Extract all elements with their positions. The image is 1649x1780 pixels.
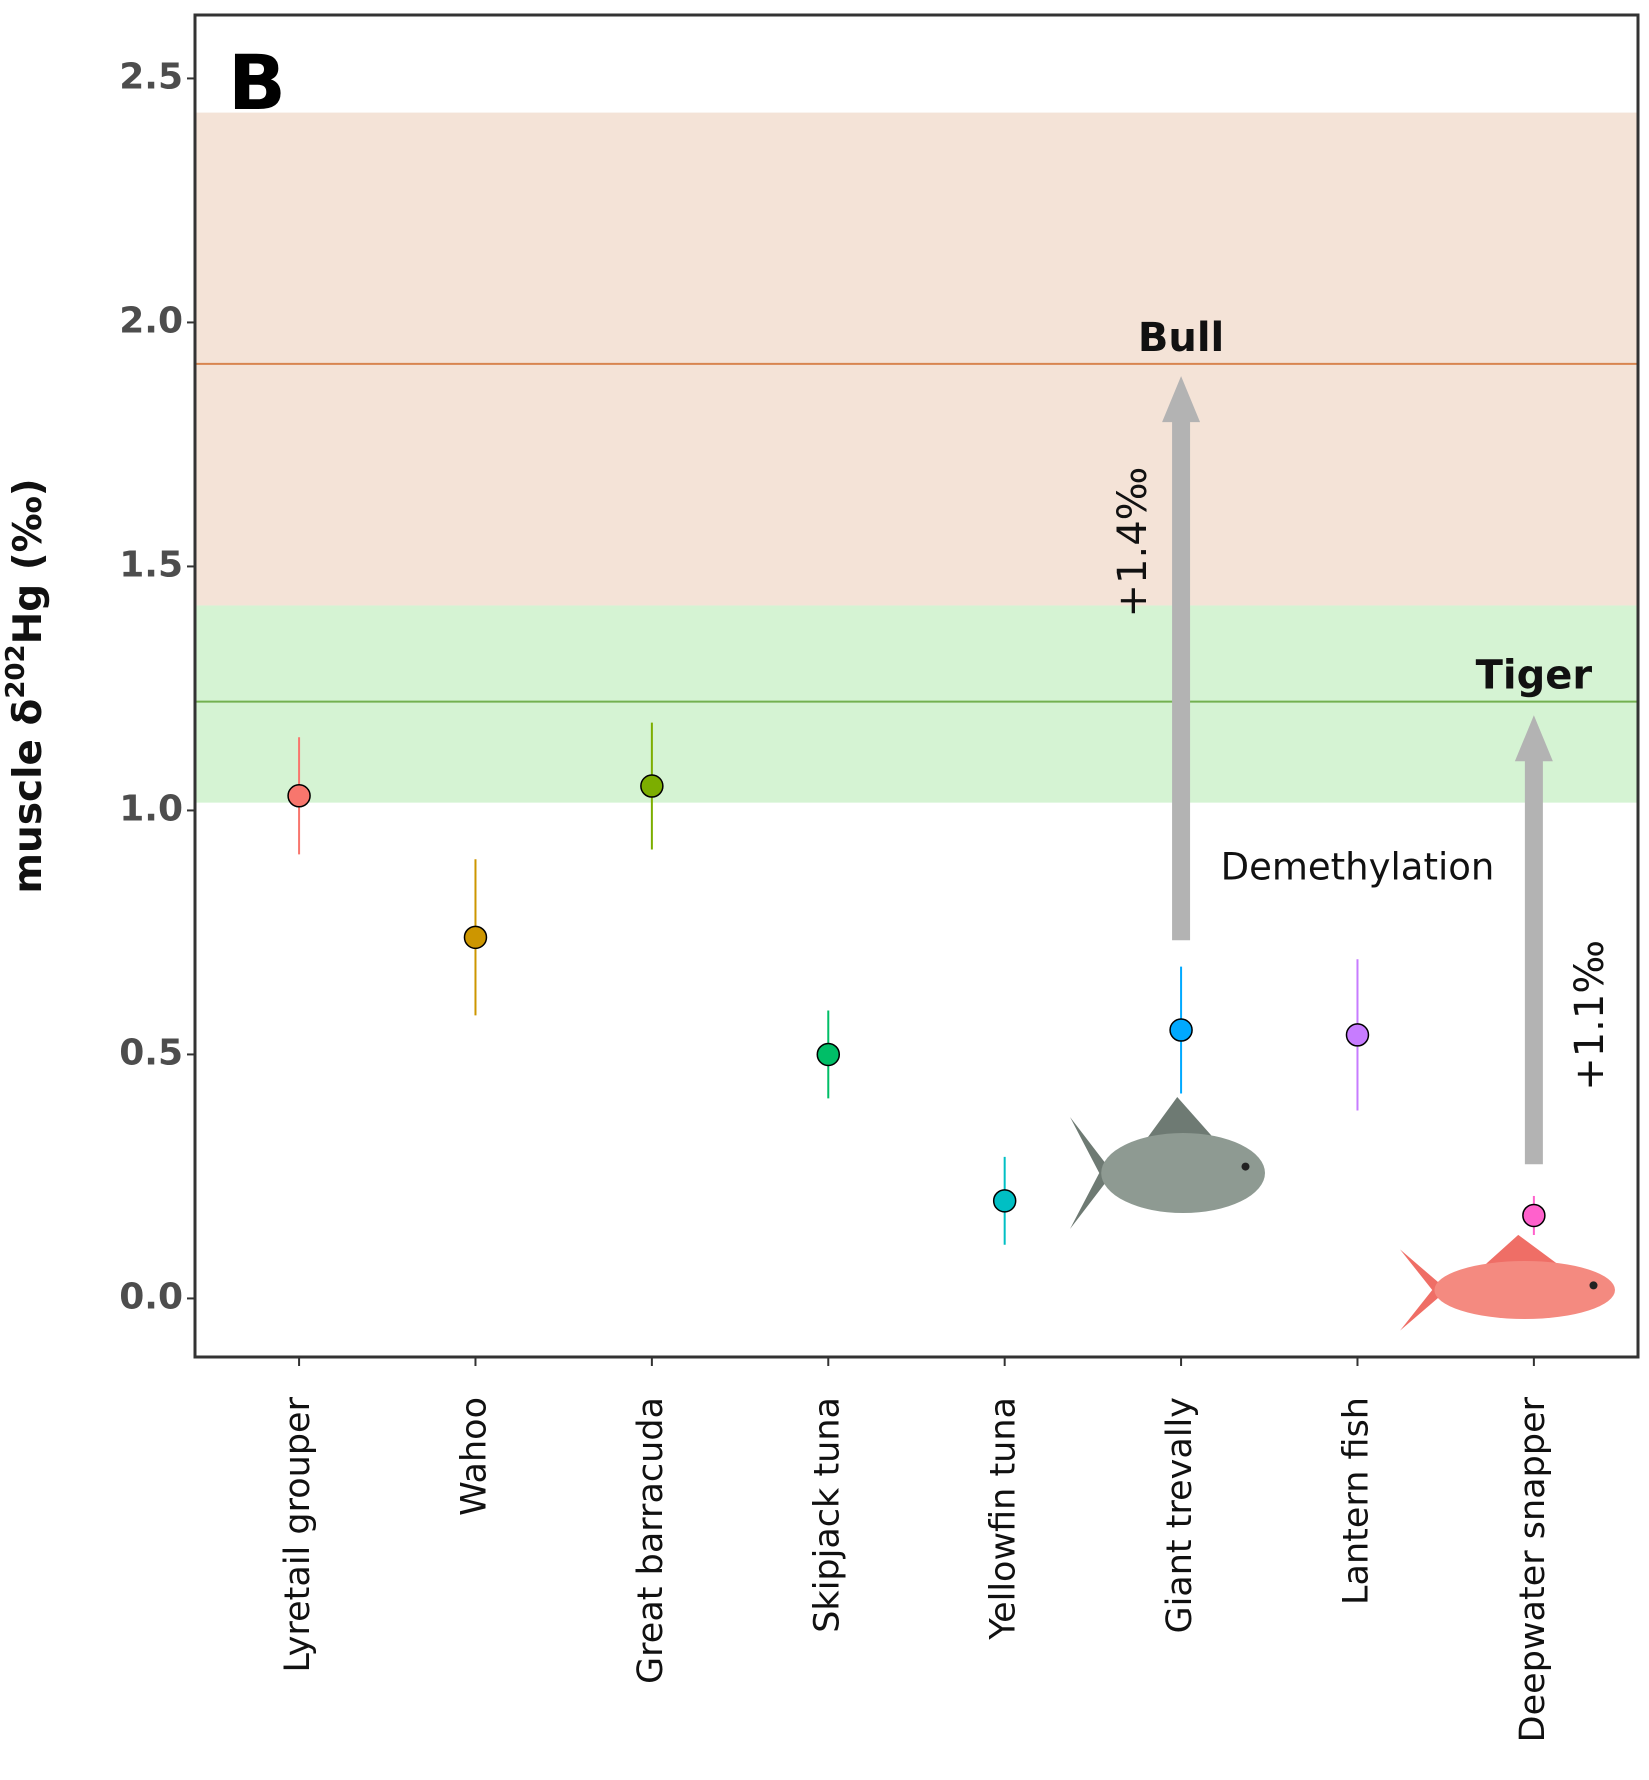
x-tick-label: Deepwater snapper xyxy=(1513,1396,1553,1742)
y-tick-label: 2.0 xyxy=(119,300,183,341)
y-tick-label: 1.0 xyxy=(119,788,183,829)
x-tick-label: Lantern fish xyxy=(1336,1397,1376,1605)
fish-eye xyxy=(1589,1281,1598,1290)
x-tick-label: Giant trevally xyxy=(1160,1397,1200,1634)
x-tick-label: Great barracuda xyxy=(631,1397,671,1684)
x-tick-label: Skipjack tuna xyxy=(807,1397,847,1633)
fish-body xyxy=(1434,1261,1615,1319)
y-label-text: muscle δ xyxy=(6,699,51,894)
band-label: Tiger xyxy=(1476,653,1593,699)
y-label-text: Hg (‰) xyxy=(6,478,51,644)
point xyxy=(992,1189,1017,1213)
fish-illustration xyxy=(1400,1234,1615,1331)
annotation: Demethylation xyxy=(1221,846,1495,889)
point xyxy=(463,925,488,950)
point xyxy=(1522,1203,1546,1228)
x-tick-label: Lyretail grouper xyxy=(278,1396,318,1672)
point xyxy=(1345,1023,1370,1047)
fish-illustration xyxy=(1070,1097,1265,1229)
y-tick-label: 1.5 xyxy=(119,544,183,585)
plot-frame xyxy=(193,13,1640,1359)
point xyxy=(287,784,311,808)
panel-label: B xyxy=(228,38,286,127)
reference-band xyxy=(195,112,1638,606)
x-tick-label: Wahoo xyxy=(454,1397,494,1516)
x-tick-label: Yellowfin tuna xyxy=(984,1397,1024,1641)
point xyxy=(640,774,664,798)
y-axis-label: muscle δ202Hg (‰) xyxy=(1,478,51,893)
y-tick-label: 2.5 xyxy=(119,56,183,97)
arrow-label: +1.1‰ xyxy=(1567,940,1613,1091)
y-label-sup: 202 xyxy=(1,644,31,698)
y-tick-label: 0.0 xyxy=(119,1276,183,1317)
point xyxy=(1169,1018,1193,1042)
fish-fin xyxy=(1148,1097,1217,1141)
point xyxy=(816,1042,841,1067)
band-label: Bull xyxy=(1138,315,1224,361)
y-tick-label: 0.5 xyxy=(119,1032,183,1073)
fish-fin xyxy=(1486,1234,1562,1267)
fish-body xyxy=(1101,1133,1265,1213)
arrow xyxy=(1514,715,1553,1165)
fish-eye xyxy=(1241,1162,1250,1171)
reference-band xyxy=(195,605,1638,803)
arrow xyxy=(1162,376,1201,941)
arrow-label: +1.4‰ xyxy=(1110,467,1156,618)
